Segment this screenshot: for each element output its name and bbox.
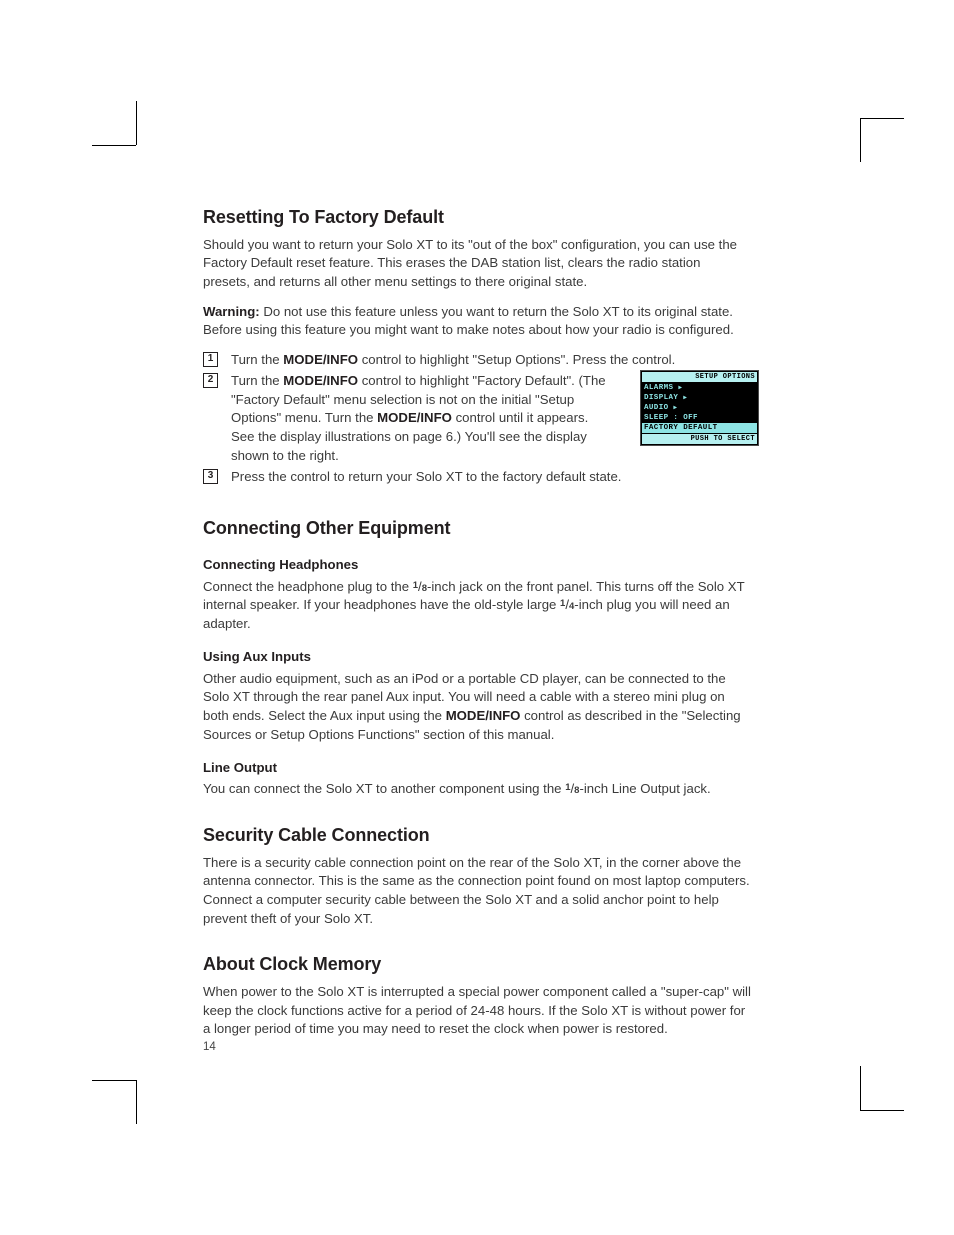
heading-connect: Connecting Other Equipment [203, 516, 751, 542]
chevron-right-icon: ▶ [678, 384, 682, 391]
fraction-one-eighth: 1/8 [565, 781, 579, 796]
step-number-icon: 3 [203, 469, 218, 484]
chevron-right-icon: ▶ [673, 404, 677, 411]
lcd-screen: SETUP OPTIONS ALARMS ▶ DISPLAY ▶ AUDIO ▶… [640, 370, 759, 446]
fraction-one-quarter: 1/4 [560, 597, 574, 612]
page-number: 14 [203, 1039, 216, 1055]
heading-clock: About Clock Memory [203, 952, 751, 978]
crop-mark [860, 1110, 904, 1111]
subhead-aux: Using Aux Inputs [203, 648, 751, 667]
crop-mark [92, 145, 136, 146]
crop-mark [92, 1080, 136, 1081]
chevron-right-icon: ▶ [683, 394, 687, 401]
lcd-row: DISPLAY ▶ [641, 393, 758, 403]
crop-mark [136, 101, 137, 145]
lcd-footer-bar: PUSH TO SELECT [642, 434, 757, 444]
reset-intro: Should you want to return your Solo XT t… [203, 236, 751, 292]
step-number-icon: 2 [203, 373, 218, 388]
clock-body: When power to the Solo XT is interrupted… [203, 983, 751, 1039]
heading-reset: Resetting To Factory Default [203, 205, 751, 231]
lcd-row: AUDIO ▶ [641, 403, 758, 413]
lcd-display-illustration: SETUP OPTIONS ALARMS ▶ DISPLAY ▶ AUDIO ▶… [640, 370, 759, 446]
aux-body: Other audio equipment, such as an iPod o… [203, 670, 751, 745]
subhead-headphones: Connecting Headphones [203, 556, 751, 575]
lcd-row: SLEEP : OFF [641, 413, 758, 423]
heading-security: Security Cable Connection [203, 823, 751, 849]
warning-body: Do not use this feature unless you want … [203, 304, 734, 338]
subhead-line-out: Line Output [203, 759, 751, 778]
step-2: 2 Turn the MODE/INFO control to highligh… [203, 372, 613, 466]
lcd-title-bar: SETUP OPTIONS [642, 372, 757, 382]
crop-mark [860, 118, 904, 119]
crop-mark [136, 1080, 137, 1124]
lcd-row-selected: FACTORY DEFAULT [642, 423, 757, 433]
headphones-body: Connect the headphone plug to the 1/8-in… [203, 578, 751, 634]
warning-label: Warning: [203, 304, 260, 319]
lcd-row: ALARMS ▶ [641, 383, 758, 393]
crop-mark [860, 118, 861, 162]
reset-warning: Warning: Do not use this feature unless … [203, 303, 751, 340]
step-1: 1 Turn the MODE/INFO control to highligh… [203, 351, 751, 370]
line-out-body: You can connect the Solo XT to another c… [203, 780, 751, 799]
step-3: 3 Press the control to return your Solo … [203, 468, 751, 487]
page-content: Resetting To Factory Default Should you … [203, 205, 751, 1050]
step-number-icon: 1 [203, 352, 218, 367]
crop-mark [860, 1066, 861, 1110]
fraction-one-eighth: 1/8 [413, 579, 427, 594]
security-body: There is a security cable connection poi… [203, 854, 751, 929]
